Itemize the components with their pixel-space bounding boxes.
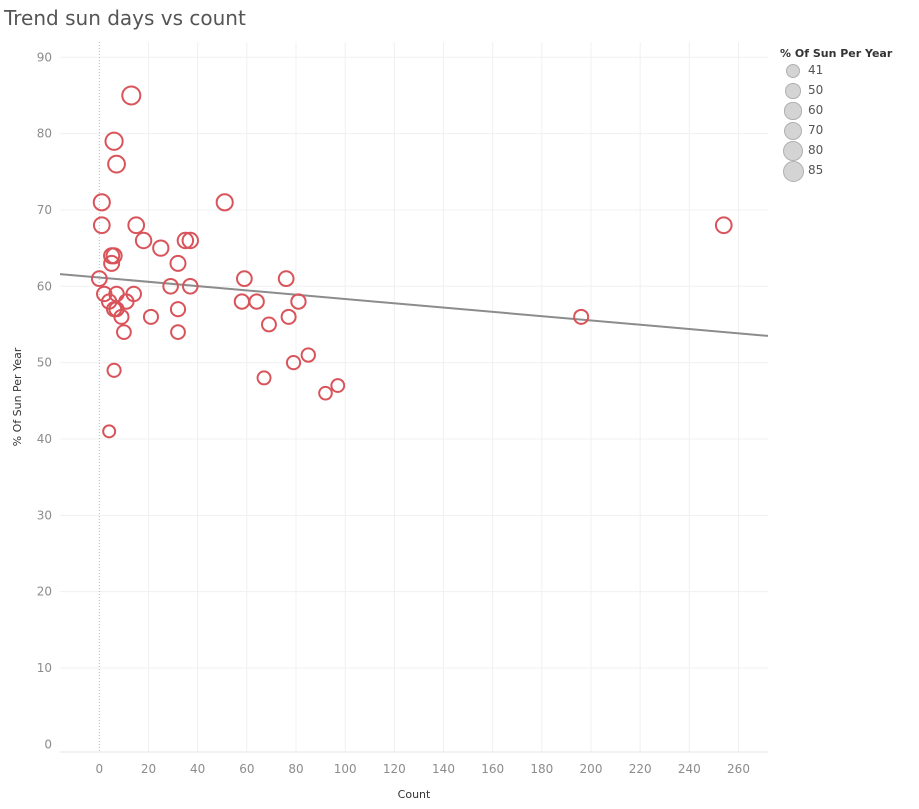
legend-item: 60: [780, 100, 915, 120]
x-tick-label: 220: [629, 762, 652, 776]
data-point: [170, 324, 186, 340]
legend-label: 85: [808, 163, 824, 177]
legend-circle-icon: [785, 83, 801, 99]
data-point: [113, 308, 130, 325]
y-tick-label: 40: [37, 432, 52, 446]
x-tick-label: 60: [239, 762, 254, 776]
data-point: [103, 254, 121, 272]
y-tick-label: 80: [37, 127, 52, 141]
data-point: [248, 293, 265, 310]
y-axis-title: % Of Sun Per Year: [11, 347, 24, 446]
x-tick-label: 20: [141, 762, 156, 776]
y-tick-label: 30: [37, 508, 52, 522]
data-point: [256, 370, 272, 386]
data-point: [285, 355, 302, 371]
trend-line: [59, 273, 769, 337]
data-point: [181, 278, 199, 295]
size-legend: % Of Sun Per Year 41 50 60 70 80 85: [780, 47, 915, 182]
y-axis-ticks: 0 10 20 30 40 50 60 70 80 90: [37, 50, 52, 751]
x-tick-label: 0: [96, 762, 104, 776]
legend-circle-icon: [786, 64, 800, 78]
legend-item: 41: [780, 60, 915, 80]
legend-circle-icon: [784, 102, 802, 120]
data-point: [714, 216, 733, 235]
y-tick-label: 70: [37, 203, 52, 217]
data-point: [330, 378, 346, 393]
data-point: [169, 254, 187, 272]
x-axis-title: Count: [398, 788, 431, 801]
data-point: [169, 301, 187, 318]
x-tick-label: 40: [190, 762, 205, 776]
y-tick-label: 50: [37, 356, 52, 370]
data-point: [116, 324, 132, 340]
y-tick-label: 60: [37, 279, 52, 293]
x-tick-label: 100: [334, 762, 357, 776]
legend-label: 80: [808, 143, 824, 157]
data-point: [106, 362, 122, 378]
data-point: [300, 347, 316, 363]
data-point: [318, 385, 333, 401]
legend-item: 85: [780, 160, 915, 182]
y-tick-label: 20: [37, 585, 52, 599]
data-point: [127, 216, 146, 235]
data-points: [90, 85, 733, 439]
legend-item: 50: [780, 80, 915, 100]
data-point: [102, 424, 117, 439]
data-point: [573, 308, 590, 325]
x-tick-label: 160: [481, 762, 504, 776]
legend-label: 50: [808, 83, 824, 97]
grid-lines: [60, 42, 768, 753]
data-point: [290, 293, 307, 310]
x-axis-ticks: 0 20 40 60 80 100 120 140 160 180 200 220 240 260: [96, 762, 750, 776]
legend-title: % Of Sun Per Year: [780, 47, 893, 60]
data-point: [107, 154, 126, 174]
x-tick-label: 180: [530, 762, 553, 776]
data-point: [142, 308, 159, 325]
y-tick-label: 10: [37, 661, 52, 675]
legend-items: 41 50 60 70 80 85: [780, 60, 915, 182]
trend-line-layer: [59, 273, 769, 337]
data-point: [134, 231, 153, 250]
data-point: [181, 231, 199, 250]
legend-item: 70: [780, 120, 915, 141]
x-tick-label: 240: [678, 762, 701, 776]
legend-circle-icon: [783, 121, 803, 141]
data-point: [215, 193, 234, 212]
x-tick-label: 260: [727, 762, 750, 776]
x-tick-label: 120: [383, 762, 406, 776]
x-tick-label: 80: [288, 762, 303, 776]
legend-label: 41: [808, 63, 824, 77]
legend-item: 80: [780, 140, 915, 162]
legend-label: 70: [808, 123, 824, 137]
data-point: [152, 239, 170, 257]
y-tick-label: 90: [37, 50, 52, 64]
legend-circle-icon: [782, 140, 804, 162]
x-tick-label: 200: [580, 762, 603, 776]
data-point: [261, 316, 277, 333]
data-point: [121, 85, 142, 106]
data-point: [162, 278, 179, 295]
data-point: [236, 270, 253, 288]
data-point: [92, 193, 111, 212]
legend-circle-icon: [782, 160, 804, 182]
chart-title: Trend sun days vs count: [4, 6, 246, 30]
legend-label: 60: [808, 103, 824, 117]
data-point: [92, 216, 111, 235]
y-tick-label: 0: [44, 737, 52, 751]
data-point: [176, 231, 195, 250]
data-point: [90, 270, 108, 288]
data-point: [105, 247, 123, 265]
x-tick-label: 140: [432, 762, 455, 776]
data-point: [277, 270, 295, 288]
data-point: [280, 308, 297, 325]
data-point: [104, 131, 124, 151]
